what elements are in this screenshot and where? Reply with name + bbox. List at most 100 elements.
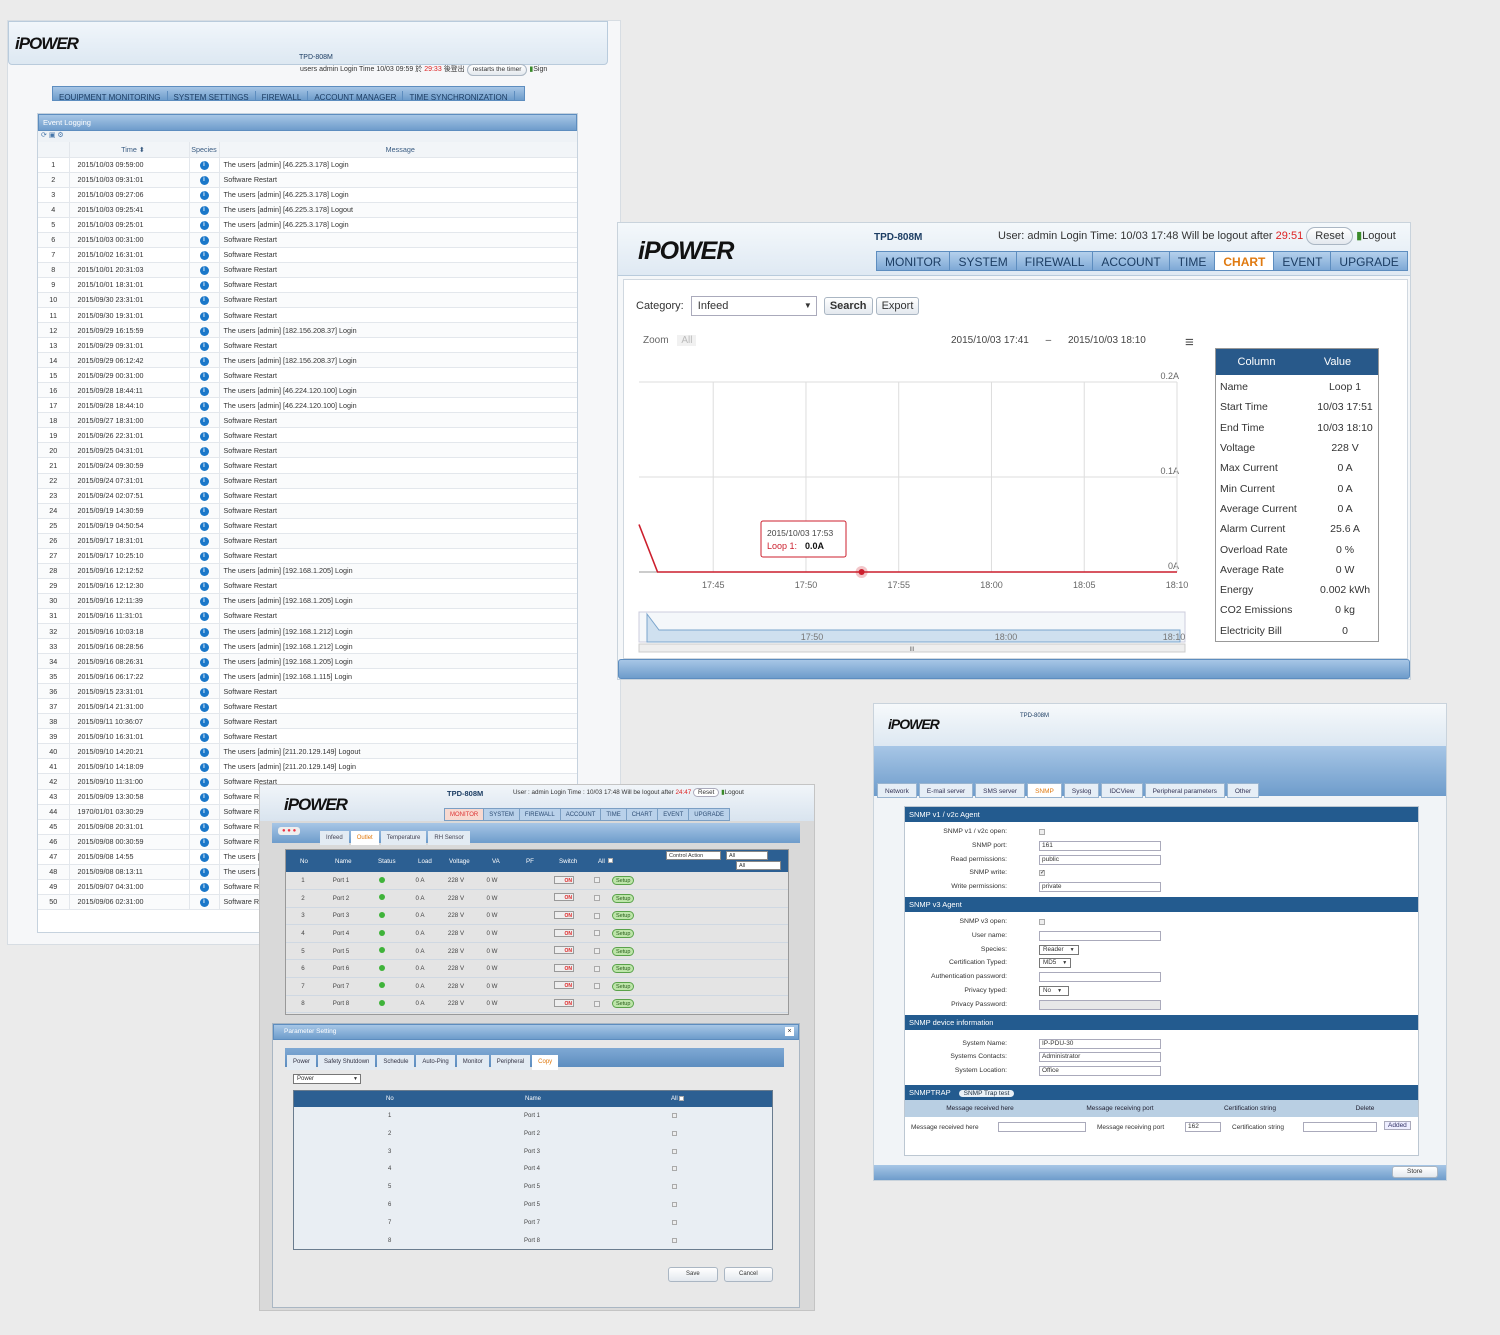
power-switch[interactable]: ON: [554, 998, 574, 1007]
setup-button[interactable]: Setup: [612, 911, 635, 921]
setup-button[interactable]: Setup: [612, 999, 635, 1009]
table-row[interactable]: 20 2015/09/25 04:31:01 i Software Restart: [38, 442, 577, 459]
restart-timer-button[interactable]: restarts the timer: [466, 64, 528, 76]
tab-account[interactable]: ACCOUNT: [1093, 251, 1170, 271]
field-input[interactable]: private: [1039, 882, 1161, 893]
field-input[interactable]: [1039, 972, 1161, 983]
tab-syslog[interactable]: Syslog: [1063, 783, 1100, 798]
close-icon[interactable]: ×: [785, 1027, 794, 1036]
copy-row-checkbox[interactable]: [672, 1130, 677, 1136]
export-button[interactable]: Export: [875, 296, 920, 315]
subtab-rh-sensor[interactable]: RH Sensor: [428, 831, 470, 845]
table-row[interactable]: 15 2015/09/29 00:31:00 i Software Restart: [38, 367, 577, 384]
param-tab-monitor[interactable]: Monitor: [456, 1055, 489, 1070]
setup-button[interactable]: Setup: [612, 876, 635, 886]
tab-other[interactable]: Other: [1226, 783, 1260, 798]
table-row[interactable]: 19 2015/09/26 22:31:01 i Software Restart: [38, 427, 577, 444]
param-select[interactable]: Power ▼: [293, 1074, 361, 1084]
param-tab-auto-ping[interactable]: Auto-Ping: [416, 1055, 455, 1070]
tab-upgrade[interactable]: UPGRADE: [688, 808, 730, 821]
table-row[interactable]: 22 2015/09/24 07:31:01 i Software Restart: [38, 473, 577, 489]
table-row[interactable]: 41 2015/09/10 14:18:09 i The users [admin] …: [38, 758, 577, 775]
power-switch[interactable]: ON: [554, 928, 574, 937]
settings-icon[interactable]: ⚙: [57, 132, 64, 139]
copy-all-checkbox[interactable]: [679, 1096, 685, 1101]
setup-button[interactable]: Setup: [612, 893, 635, 903]
table-row[interactable]: 8 2015/10/01 20:31:03 i Software Restart: [38, 262, 577, 278]
tab-chart[interactable]: CHART: [625, 808, 659, 821]
setup-button[interactable]: Setup: [612, 981, 635, 991]
table-row[interactable]: 1 2015/10/03 09:59:00 i The users [admin] […: [38, 157, 577, 173]
table-row[interactable]: 13 2015/09/29 09:31:01 i Software Restart: [38, 337, 577, 354]
field-select[interactable]: No ▼: [1039, 985, 1069, 996]
param-tab-power[interactable]: Power: [287, 1055, 317, 1070]
table-row[interactable]: 14 2015/09/29 06:12:42 i The users [admin] …: [38, 352, 577, 369]
reset-button[interactable]: Reset: [1306, 227, 1354, 245]
field-checkbox[interactable]: ✓: [1039, 870, 1046, 877]
tab-snmp[interactable]: SNMP: [1027, 783, 1062, 798]
logout-link[interactable]: ▮Logout: [1356, 230, 1396, 242]
row-checkbox[interactable]: [594, 912, 600, 919]
row-checkbox[interactable]: [594, 983, 600, 990]
param-tab-peripheral[interactable]: Peripheral: [490, 1055, 531, 1070]
col-time[interactable]: Time ⬍: [68, 142, 189, 158]
row-checkbox[interactable]: [594, 1000, 600, 1007]
table-row[interactable]: 11 2015/09/30 19:31:01 i Software Restart: [38, 307, 577, 324]
setup-button[interactable]: Setup: [612, 964, 635, 974]
chart-menu-icon[interactable]: ≡: [1185, 334, 1194, 351]
param-tab-safety-shutdown[interactable]: Safety Shutdown: [318, 1055, 376, 1070]
subtab-infeed[interactable]: Infeed: [320, 831, 349, 845]
table-row[interactable]: 36 2015/09/15 23:31:01 i Software Restart: [38, 683, 577, 700]
power-switch[interactable]: ON: [554, 875, 574, 884]
category-select[interactable]: Infeed ▼: [690, 296, 817, 316]
table-row[interactable]: 21 2015/09/24 09:30:59 i Software Restart: [38, 457, 577, 474]
tab-firewall[interactable]: FIREWALL: [256, 91, 309, 100]
field-input[interactable]: [1039, 930, 1161, 941]
tab-upgrade[interactable]: UPGRADE: [1331, 251, 1408, 271]
tab-equipment-monitoring[interactable]: EQUIPMENT MONITORING: [53, 91, 168, 100]
row-checkbox[interactable]: [594, 930, 600, 937]
grid-icon[interactable]: ▣: [48, 132, 56, 139]
tab-firewall[interactable]: FIREWALL: [518, 808, 561, 821]
power-switch[interactable]: ON: [554, 963, 574, 972]
store-button[interactable]: Store: [1392, 1166, 1438, 1178]
table-row[interactable]: 16 2015/09/28 18:44:11 i The users [admin] …: [38, 382, 577, 399]
table-row[interactable]: 4 2015/10/03 09:25:41 i The users [admin] […: [38, 202, 577, 218]
power-switch[interactable]: ON: [554, 981, 574, 990]
tab-peripheral-parameters[interactable]: Peripheral parameters: [1144, 783, 1225, 798]
snmptrap-test-button[interactable]: SNMP Trap test: [958, 1089, 1015, 1097]
copy-row-checkbox[interactable]: [672, 1201, 677, 1207]
table-row[interactable]: 32 2015/09/16 10:03:18 i The users [admin] …: [38, 623, 577, 640]
copy-row-checkbox[interactable]: [672, 1166, 677, 1172]
tab-account[interactable]: ACCOUNT: [559, 808, 602, 821]
save-button[interactable]: Save: [668, 1267, 718, 1282]
table-row[interactable]: 29 2015/09/16 12:12:30 i Software Restart: [38, 578, 577, 594]
table-row[interactable]: 34 2015/09/16 08:26:31 i The users [admin] …: [38, 653, 577, 670]
copy-col-all[interactable]: All: [671, 1096, 685, 1102]
table-row[interactable]: 40 2015/09/10 14:20:21 i The users [admin] …: [38, 743, 577, 760]
param-tab-schedule[interactable]: Schedule: [377, 1055, 415, 1070]
field-input[interactable]: Administrator: [1039, 1052, 1161, 1063]
field-input[interactable]: 161: [1039, 840, 1161, 851]
table-row[interactable]: 5 2015/10/03 09:25:01 i The users [admin] […: [38, 217, 577, 233]
tab-monitor[interactable]: MONITOR: [877, 251, 951, 271]
table-row[interactable]: 24 2015/09/19 14:30:59 i Software Restart: [38, 503, 577, 519]
tab-system[interactable]: SYSTEM: [950, 251, 1017, 271]
tab-e-mail-server[interactable]: E-mail server: [918, 783, 974, 798]
tab-time-sync[interactable]: TIME SYNCHRONIZATION: [403, 91, 515, 100]
row-checkbox[interactable]: [594, 948, 600, 955]
table-row[interactable]: 28 2015/09/16 12:12:52 i The users [admin] …: [38, 563, 577, 579]
table-row[interactable]: 26 2015/09/17 18:31:01 i Software Restart: [38, 533, 577, 549]
table-row[interactable]: 23 2015/09/24 02:07:51 i Software Restart: [38, 488, 577, 504]
zoom-all-button[interactable]: All: [677, 335, 697, 346]
table-row[interactable]: 18 2015/09/27 18:31:00 i Software Restart: [38, 412, 577, 429]
control-target-select[interactable]: All: [726, 851, 768, 860]
tab-network[interactable]: Network: [877, 783, 917, 798]
table-row[interactable]: 25 2015/09/19 04:50:54 i Software Restart: [38, 518, 577, 534]
tab-monitor[interactable]: MONITOR: [444, 808, 485, 821]
setup-button[interactable]: Setup: [612, 929, 635, 939]
tab-event[interactable]: EVENT: [1274, 251, 1332, 271]
field-checkbox[interactable]: [1039, 829, 1045, 835]
table-row[interactable]: 39 2015/09/10 16:31:01 i Software Restart: [38, 728, 577, 745]
table-row[interactable]: 3 2015/10/03 09:27:06 i The users [admin] […: [38, 187, 577, 203]
